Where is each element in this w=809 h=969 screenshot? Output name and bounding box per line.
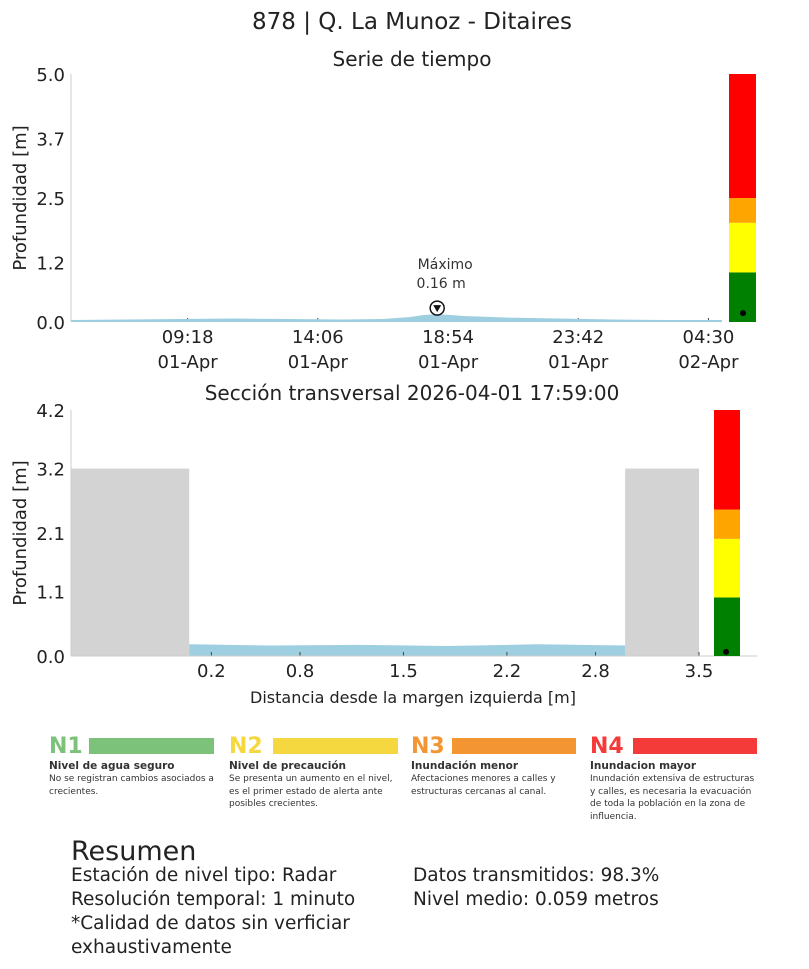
time-series-y-label: Profundidad [m] — [10, 125, 31, 270]
summary-left-column: Estación de nivel tipo: Radar Resolución… — [71, 864, 371, 960]
maximum-marker: Máximo 0.16 m — [417, 257, 473, 316]
current-level-dot — [740, 310, 746, 317]
time-series-y-ticks: 0.0 1.2 2.5 3.7 5.0 — [36, 65, 65, 334]
maximum-triangle-icon — [433, 305, 442, 313]
x-tick-time: 18:54 — [422, 327, 474, 348]
summary-mean: Nivel medio: 0.059 metros — [413, 889, 659, 910]
level-segment — [714, 410, 740, 510]
level-n2-name: Nivel de precaución — [229, 760, 347, 772]
x-tick-label: 0.8 — [286, 661, 315, 682]
cross-section-title: Sección transversal 2026-04-01 17:59:00 — [205, 381, 620, 405]
time-series-title: Serie de tiempo — [333, 47, 492, 71]
cross-section-level-bar — [714, 410, 740, 656]
summary-section: Resumen Estación de nivel tipo: Radar Re… — [71, 836, 791, 958]
level-n3: N3 Inundación menor Afectaciones menores… — [411, 736, 581, 836]
x-tick-label: 2.2 — [493, 661, 522, 682]
summary-title: Resumen — [71, 836, 197, 867]
x-tick-label: 1.5 — [389, 661, 418, 682]
level-n2: N2 Nivel de precaución Se presenta un au… — [229, 736, 404, 836]
level-n1-tag: N1 — [49, 734, 83, 759]
level-n1-color-bar — [89, 738, 214, 754]
x-tick-date: 01-Apr — [548, 352, 609, 373]
level-n3-description: Afectaciones menores a calles y estructu… — [411, 774, 556, 797]
y-tick-label: 1.1 — [36, 583, 65, 604]
level-n4-description: Inundación extensiva de estructuras y ca… — [590, 774, 755, 822]
y-tick-label: 3.2 — [36, 460, 65, 481]
level-segment — [729, 198, 756, 223]
x-tick-time: 09:18 — [162, 327, 214, 348]
summary-resolution: Resolución temporal: 1 minuto — [71, 889, 356, 910]
time-series-x-ticks: 09:18 01-Apr 14:06 01-Apr 18:54 01-Apr 23:42 01… — [158, 318, 739, 373]
level-n2-tag: N2 — [229, 734, 263, 759]
x-tick-label: 0.2 — [197, 661, 226, 682]
x-tick-label: 2.8 — [581, 661, 610, 682]
time-series-chart: Serie de tiempo Profundidad [m] 0.0 1.2 2.… — [10, 47, 756, 373]
x-tick-label: 3.5 — [685, 661, 714, 682]
maximum-label: Máximo — [418, 257, 473, 273]
x-tick-time: 04:30 — [683, 327, 735, 348]
x-tick-date: 01-Apr — [288, 352, 349, 373]
current-level-dot — [723, 648, 729, 655]
bank-wall — [625, 468, 699, 656]
level-n4-name: Inundacion mayor — [590, 760, 697, 772]
cross-section-y-label: Profundidad [m] — [10, 460, 31, 605]
level-segment — [714, 509, 740, 539]
y-tick-label: 4.2 — [36, 401, 65, 422]
y-tick-label: 0.0 — [36, 313, 65, 334]
level-n3-tag: N3 — [411, 734, 445, 759]
cross-section-banks — [71, 468, 699, 656]
y-tick-label: 2.5 — [36, 189, 65, 210]
bank-wall — [71, 468, 190, 656]
level-segment — [729, 222, 756, 273]
y-tick-label: 3.7 — [36, 129, 65, 150]
level-n1-description: No se registran cambios asociados a crec… — [49, 774, 214, 797]
maximum-value: 0.16 m — [417, 276, 466, 292]
y-tick-label: 1.2 — [36, 253, 65, 274]
level-segment — [714, 538, 740, 598]
summary-transmitted: Datos transmitidos: 98.3% — [413, 865, 660, 886]
x-tick-date: 01-Apr — [418, 352, 479, 373]
level-n2-description: Se presenta un aumento en el nivel, es e… — [229, 774, 393, 809]
level-n4: N4 Inundacion mayor Inundación extensiva… — [590, 736, 760, 836]
summary-station: Estación de nivel tipo: Radar — [71, 865, 337, 886]
charts-canvas: 878 | Q. La Munoz - Ditaires Serie de ti… — [10, 9, 757, 707]
level-n3-name: Inundación menor — [411, 760, 519, 772]
page-title: 878 | Q. La Munoz - Ditaires — [252, 9, 572, 35]
level-n4-tag: N4 — [590, 734, 624, 759]
x-tick-date: 01-Apr — [158, 352, 219, 373]
level-n3-color-bar — [452, 738, 576, 754]
summary-quality: *Calidad de datos sin verficiar exhausti… — [71, 913, 350, 958]
level-segment — [714, 597, 740, 656]
level-n4-color-bar — [633, 738, 757, 754]
y-tick-label: 2.1 — [36, 524, 65, 545]
cross-section-x-label: Distancia desde la margen izquierda [m] — [250, 688, 576, 707]
maximum-circle — [429, 300, 445, 316]
cross-section-water — [189, 644, 626, 656]
x-tick-time: 23:42 — [552, 327, 604, 348]
cross-section-chart: Sección transversal 2026-04-01 17:59:00 … — [10, 381, 757, 707]
x-tick-time: 14:06 — [292, 327, 344, 348]
depth-series-area — [71, 314, 722, 322]
time-series-level-bar — [729, 74, 756, 322]
level-segment — [729, 74, 756, 198]
level-n1-name: Nivel de agua seguro — [49, 760, 175, 772]
level-n1: N1 Nivel de agua seguro No se registran … — [49, 736, 219, 836]
cross-section-y-ticks: 0.0 1.1 2.1 3.2 4.2 — [36, 401, 65, 668]
summary-right-column: Datos transmitidos: 98.3% Nivel medio: 0… — [413, 864, 743, 912]
x-tick-date: 02-Apr — [678, 352, 739, 373]
cross-section-x-ticks: 0.2 0.8 1.5 2.2 2.8 3.5 — [197, 652, 713, 682]
y-tick-label: 5.0 — [36, 65, 65, 86]
level-n2-color-bar — [273, 738, 398, 754]
y-tick-label: 0.0 — [36, 647, 65, 668]
